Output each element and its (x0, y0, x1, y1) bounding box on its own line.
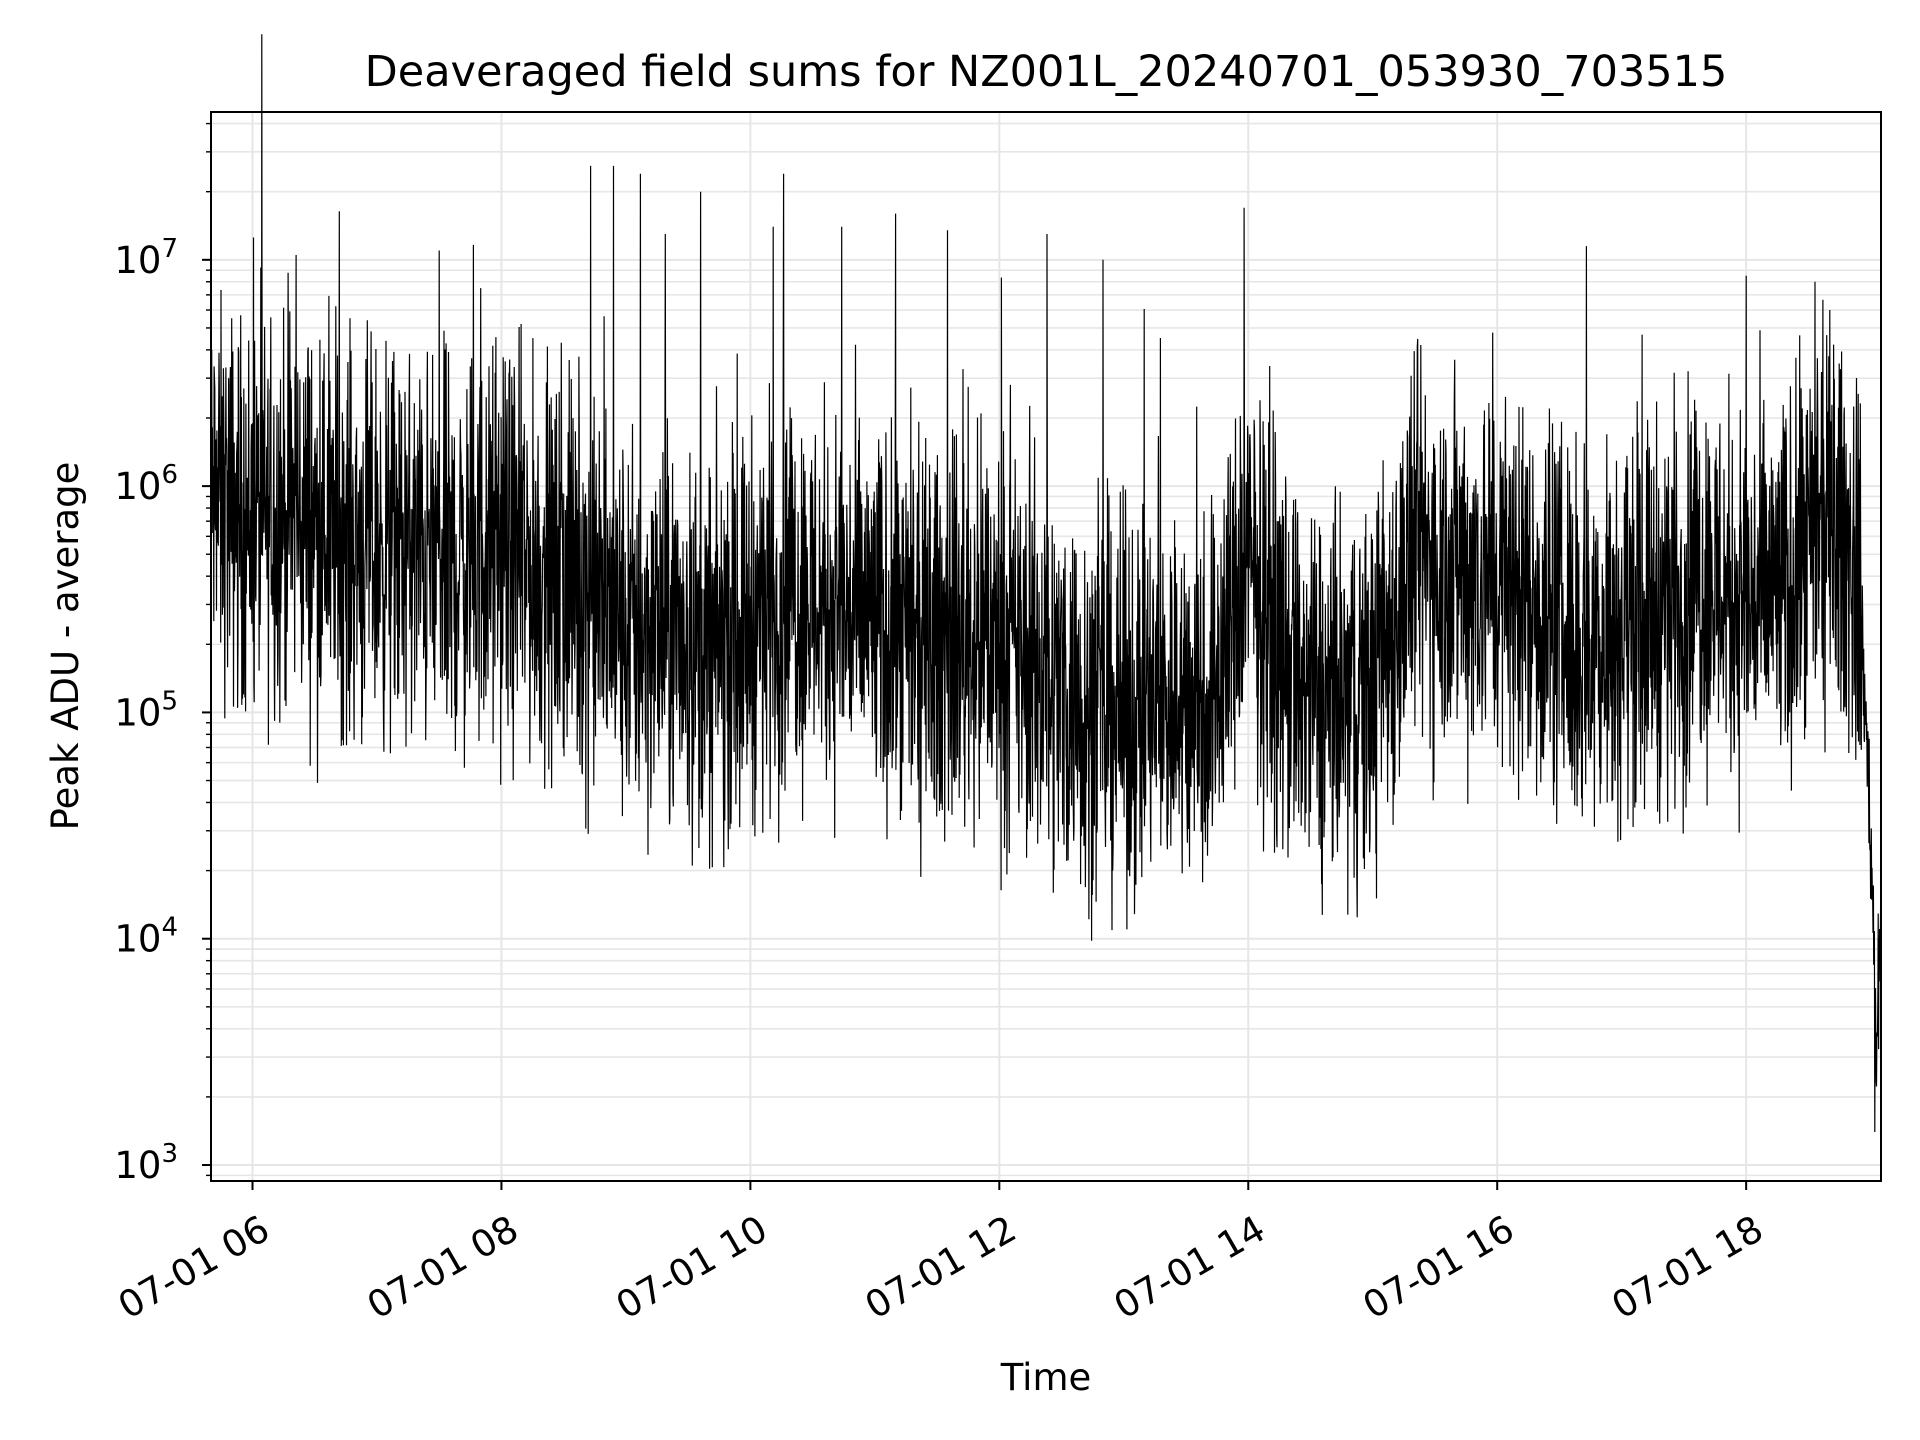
y-tick-label: 106 (114, 460, 178, 508)
chart-title: Deaveraged field sums for NZ001L_2024070… (365, 47, 1728, 97)
y-tick-label: 107 (114, 234, 178, 282)
series-line (210, 34, 1882, 1133)
y-tick-label: 104 (114, 913, 178, 961)
y-axis-label: Peak ADU - average (44, 462, 87, 831)
y-axis: 103 104 105 106 107 (114, 122, 211, 1187)
data-series (210, 34, 1882, 1133)
x-axis-label: Time (1000, 1356, 1092, 1399)
y-tick-label: 105 (114, 686, 178, 734)
plot-frame (210, 111, 1882, 1182)
y-tick-label: 103 (114, 1139, 178, 1187)
